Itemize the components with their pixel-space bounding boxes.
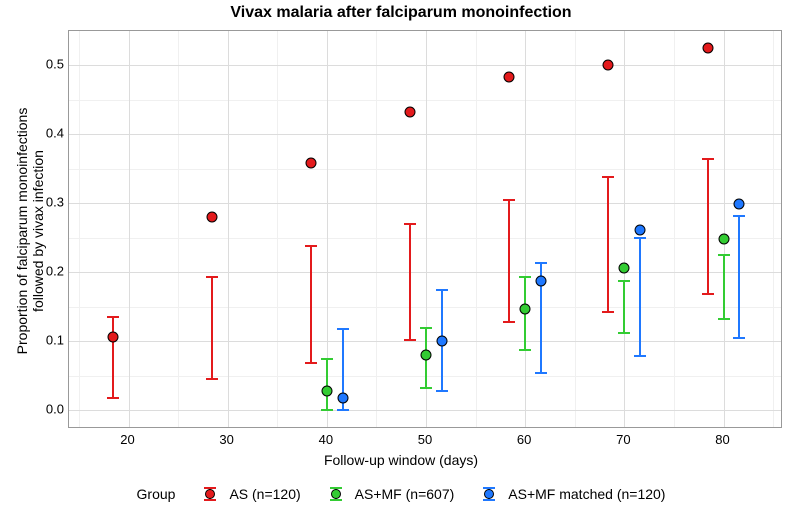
- x-tick-label: 50: [418, 432, 432, 447]
- x-tick-label: 30: [219, 432, 233, 447]
- chart-title: Vivax malaria after falciparum monoinfec…: [0, 4, 802, 22]
- error-bar: [310, 246, 312, 364]
- y-tick-label: 0.1: [34, 333, 64, 348]
- grid-minor-v: [79, 31, 80, 427]
- data-point: [536, 275, 547, 286]
- grid-minor-v: [674, 31, 675, 427]
- grid-major-v: [724, 31, 725, 427]
- legend-item: AS+MF matched (n=120): [476, 486, 665, 502]
- y-tick-label: 0.0: [34, 402, 64, 417]
- grid-minor-v: [277, 31, 278, 427]
- chart: Vivax malaria after falciparum monoinfec…: [0, 0, 802, 512]
- legend-label: AS+MF (n=607): [355, 486, 455, 502]
- legend-label: AS (n=120): [229, 486, 300, 502]
- data-point: [504, 72, 515, 83]
- grid-minor-h: [69, 307, 781, 308]
- grid-minor-v: [575, 31, 576, 427]
- grid-major-h: [69, 65, 781, 66]
- grid-minor-v: [376, 31, 377, 427]
- legend-glyph: [476, 487, 502, 501]
- legend-glyph: [197, 487, 223, 501]
- y-tick-label: 0.2: [34, 264, 64, 279]
- data-point: [436, 336, 447, 347]
- error-bar: [607, 177, 609, 312]
- legend-glyph: [323, 487, 349, 501]
- grid-major-h: [69, 410, 781, 411]
- data-point: [337, 392, 348, 403]
- grid-major-h: [69, 134, 781, 135]
- x-tick-label: 20: [120, 432, 134, 447]
- data-point: [107, 331, 118, 342]
- data-point: [702, 43, 713, 54]
- legend-title: Group: [137, 486, 176, 502]
- plot-area: [68, 30, 782, 428]
- error-bar: [639, 238, 641, 356]
- grid-minor-h: [69, 100, 781, 101]
- grid-minor-v: [178, 31, 179, 427]
- data-point: [635, 225, 646, 236]
- grid-major-h: [69, 203, 781, 204]
- error-bar: [707, 159, 709, 294]
- x-tick-label: 70: [616, 432, 630, 447]
- legend: Group AS (n=120) AS+MF (n=607) AS+MF match…: [0, 486, 802, 502]
- data-point: [321, 386, 332, 397]
- grid-major-v: [624, 31, 625, 427]
- grid-major-v: [129, 31, 130, 427]
- grid-major-v: [525, 31, 526, 427]
- error-bar: [211, 277, 213, 379]
- error-bar: [409, 224, 411, 340]
- data-point: [305, 158, 316, 169]
- grid-minor-v: [476, 31, 477, 427]
- grid-minor-h: [69, 238, 781, 239]
- x-axis-label: Follow-up window (days): [0, 452, 802, 468]
- data-point: [206, 212, 217, 223]
- data-point: [734, 199, 745, 210]
- error-bar: [112, 317, 114, 398]
- error-bar: [508, 200, 510, 322]
- legend-item: AS (n=120): [197, 486, 300, 502]
- data-point: [520, 303, 531, 314]
- y-tick-label: 0.3: [34, 195, 64, 210]
- x-tick-label: 40: [319, 432, 333, 447]
- x-tick-label: 80: [715, 432, 729, 447]
- error-bar: [723, 255, 725, 318]
- data-point: [718, 234, 729, 245]
- legend-label: AS+MF matched (n=120): [508, 486, 665, 502]
- plot-inner: [69, 31, 781, 427]
- grid-major-h: [69, 272, 781, 273]
- grid-major-v: [228, 31, 229, 427]
- error-bar: [738, 216, 740, 338]
- y-tick-label: 0.5: [34, 57, 64, 72]
- grid-minor-h: [69, 169, 781, 170]
- y-tick-label: 0.4: [34, 126, 64, 141]
- data-point: [405, 106, 416, 117]
- data-point: [603, 60, 614, 71]
- data-point: [619, 262, 630, 273]
- data-point: [421, 349, 432, 360]
- error-bar: [623, 281, 625, 333]
- error-bar: [326, 359, 328, 411]
- x-tick-label: 60: [517, 432, 531, 447]
- legend-item: AS+MF (n=607): [323, 486, 455, 502]
- grid-minor-v: [773, 31, 774, 427]
